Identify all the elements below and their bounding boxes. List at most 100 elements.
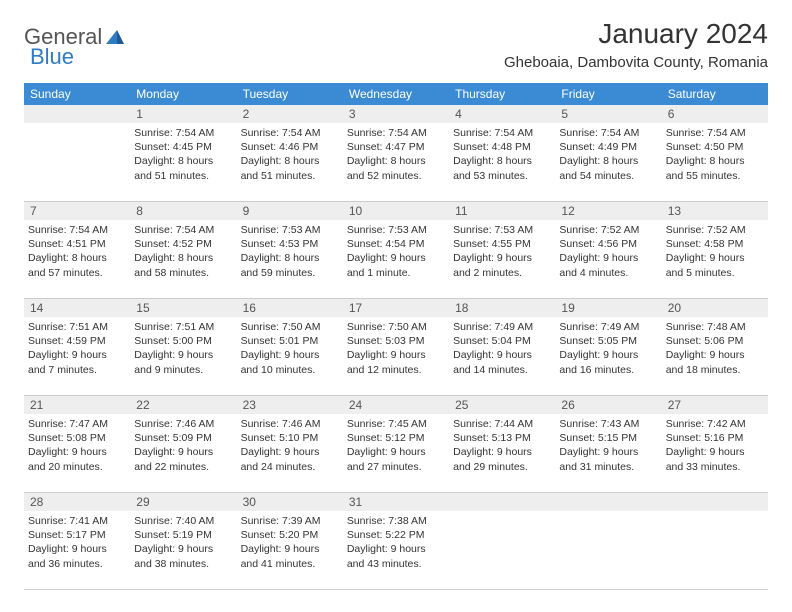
calendar-row: Sunrise: 7:41 AMSunset: 5:17 PMDaylight:… [24,511,768,590]
day-number: 26 [555,396,661,414]
sunset-text: Sunset: 4:51 PM [28,237,126,251]
daylight-text: Daylight: 9 hours and 29 minutes. [453,445,551,473]
daylight-text: Daylight: 9 hours and 4 minutes. [559,251,657,279]
sunrise-text: Sunrise: 7:53 AM [347,223,445,237]
day-number: 2 [237,105,343,123]
day-number: 10 [343,202,449,220]
calendar-page: General January 2024 Gheboaia, Dambovita… [0,0,792,608]
calendar-cell: Sunrise: 7:54 AMSunset: 4:47 PMDaylight:… [343,123,449,201]
sunset-text: Sunset: 4:56 PM [559,237,657,251]
sunrise-text: Sunrise: 7:54 AM [347,126,445,140]
calendar-cell: Sunrise: 7:51 AMSunset: 4:59 PMDaylight:… [24,317,130,395]
day-number: 16 [237,299,343,317]
weekday-header-cell: Friday [555,83,661,105]
sunset-text: Sunset: 5:19 PM [134,528,232,542]
daylight-text: Daylight: 9 hours and 33 minutes. [666,445,764,473]
day-number: 29 [130,493,236,511]
day-number: 31 [343,493,449,511]
day-number: 5 [555,105,661,123]
calendar-cell: Sunrise: 7:44 AMSunset: 5:13 PMDaylight:… [449,414,555,492]
sunset-text: Sunset: 4:58 PM [666,237,764,251]
sunset-text: Sunset: 5:05 PM [559,334,657,348]
weekday-header-cell: Monday [130,83,236,105]
calendar-cell: Sunrise: 7:54 AMSunset: 4:45 PMDaylight:… [130,123,236,201]
logo-text-blue: Blue [30,44,74,69]
day-number: 3 [343,105,449,123]
calendar-cell: Sunrise: 7:51 AMSunset: 5:00 PMDaylight:… [130,317,236,395]
day-number: 12 [555,202,661,220]
sunrise-text: Sunrise: 7:43 AM [559,417,657,431]
daylight-text: Daylight: 9 hours and 14 minutes. [453,348,551,376]
daylight-text: Daylight: 8 hours and 52 minutes. [347,154,445,182]
day-number: 1 [130,105,236,123]
calendar-cell: Sunrise: 7:38 AMSunset: 5:22 PMDaylight:… [343,511,449,589]
calendar-cell: Sunrise: 7:40 AMSunset: 5:19 PMDaylight:… [130,511,236,589]
sunrise-text: Sunrise: 7:54 AM [559,126,657,140]
day-number [662,493,768,511]
sunrise-text: Sunrise: 7:53 AM [241,223,339,237]
daylight-text: Daylight: 9 hours and 2 minutes. [453,251,551,279]
sunrise-text: Sunrise: 7:49 AM [453,320,551,334]
sunrise-text: Sunrise: 7:53 AM [453,223,551,237]
sunrise-text: Sunrise: 7:40 AM [134,514,232,528]
daylight-text: Daylight: 9 hours and 1 minute. [347,251,445,279]
sunrise-text: Sunrise: 7:46 AM [241,417,339,431]
sunset-text: Sunset: 4:55 PM [453,237,551,251]
daylight-text: Daylight: 9 hours and 5 minutes. [666,251,764,279]
page-header: General January 2024 Gheboaia, Dambovita… [24,18,768,71]
daylight-text: Daylight: 9 hours and 41 minutes. [241,542,339,570]
weekday-header-cell: Thursday [449,83,555,105]
daylight-text: Daylight: 9 hours and 7 minutes. [28,348,126,376]
daylight-text: Daylight: 9 hours and 22 minutes. [134,445,232,473]
location-text: Gheboaia, Dambovita County, Romania [504,54,768,71]
daylight-text: Daylight: 9 hours and 27 minutes. [347,445,445,473]
sunrise-text: Sunrise: 7:38 AM [347,514,445,528]
calendar-cell: Sunrise: 7:53 AMSunset: 4:55 PMDaylight:… [449,220,555,298]
day-number: 13 [662,202,768,220]
month-title: January 2024 [504,18,768,50]
sunrise-text: Sunrise: 7:51 AM [134,320,232,334]
calendar-row: Sunrise: 7:47 AMSunset: 5:08 PMDaylight:… [24,414,768,493]
calendar-cell: Sunrise: 7:39 AMSunset: 5:20 PMDaylight:… [237,511,343,589]
calendar-cell: Sunrise: 7:53 AMSunset: 4:53 PMDaylight:… [237,220,343,298]
day-number: 18 [449,299,555,317]
day-number: 17 [343,299,449,317]
daylight-text: Daylight: 9 hours and 24 minutes. [241,445,339,473]
daylight-text: Daylight: 8 hours and 53 minutes. [453,154,551,182]
sunrise-text: Sunrise: 7:42 AM [666,417,764,431]
calendar-cell: Sunrise: 7:54 AMSunset: 4:51 PMDaylight:… [24,220,130,298]
calendar-cell: Sunrise: 7:52 AMSunset: 4:56 PMDaylight:… [555,220,661,298]
logo-triangle-icon [106,30,124,49]
weeks-container: 123456Sunrise: 7:54 AMSunset: 4:45 PMDay… [24,105,768,590]
calendar-cell [555,511,661,589]
calendar-cell: Sunrise: 7:54 AMSunset: 4:46 PMDaylight:… [237,123,343,201]
sunset-text: Sunset: 5:17 PM [28,528,126,542]
day-number-row: 28293031 [24,493,768,511]
day-number: 9 [237,202,343,220]
sunrise-text: Sunrise: 7:52 AM [666,223,764,237]
day-number: 11 [449,202,555,220]
sunrise-text: Sunrise: 7:48 AM [666,320,764,334]
sunrise-text: Sunrise: 7:39 AM [241,514,339,528]
sunset-text: Sunset: 4:53 PM [241,237,339,251]
calendar-grid: SundayMondayTuesdayWednesdayThursdayFrid… [24,83,768,590]
day-number: 8 [130,202,236,220]
sunrise-text: Sunrise: 7:54 AM [453,126,551,140]
weekday-header-cell: Sunday [24,83,130,105]
day-number: 19 [555,299,661,317]
calendar-cell: Sunrise: 7:50 AMSunset: 5:03 PMDaylight:… [343,317,449,395]
calendar-row: Sunrise: 7:51 AMSunset: 4:59 PMDaylight:… [24,317,768,396]
calendar-cell [662,511,768,589]
day-number: 30 [237,493,343,511]
sunrise-text: Sunrise: 7:52 AM [559,223,657,237]
sunrise-text: Sunrise: 7:54 AM [241,126,339,140]
daylight-text: Daylight: 9 hours and 9 minutes. [134,348,232,376]
weekday-header-row: SundayMondayTuesdayWednesdayThursdayFrid… [24,83,768,105]
day-number: 20 [662,299,768,317]
day-number: 22 [130,396,236,414]
day-number-row: 14151617181920 [24,299,768,317]
day-number: 27 [662,396,768,414]
calendar-cell: Sunrise: 7:54 AMSunset: 4:49 PMDaylight:… [555,123,661,201]
day-number: 21 [24,396,130,414]
calendar-cell: Sunrise: 7:53 AMSunset: 4:54 PMDaylight:… [343,220,449,298]
